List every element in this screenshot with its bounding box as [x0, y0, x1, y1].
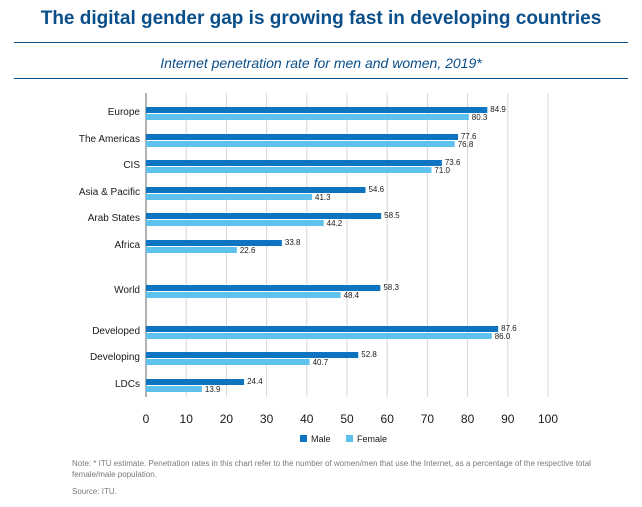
data-label-female: 76.8	[458, 140, 474, 149]
data-label-male: 84.9	[490, 105, 506, 114]
data-label-male: 24.4	[247, 377, 263, 386]
bar-female	[146, 292, 341, 298]
data-label-female: 22.6	[240, 246, 256, 255]
category-label: CIS	[123, 160, 140, 171]
bar-male	[146, 240, 282, 246]
labels: 0 10 20 30 40 50 60 70 80 90 100 Europe 84.980.3 The …	[79, 105, 558, 426]
bar-female	[146, 359, 310, 365]
data-label-male: 58.5	[384, 211, 400, 220]
bar-male	[146, 160, 442, 166]
data-label-female: 48.4	[344, 291, 360, 300]
bar-male	[146, 326, 499, 332]
bar-female	[146, 333, 492, 339]
data-label-male: 33.8	[285, 238, 301, 247]
bar-male	[146, 187, 366, 193]
x-tick-label: 100	[538, 412, 558, 426]
bar-male	[146, 379, 245, 385]
data-label-male: 58.3	[383, 283, 399, 292]
legend-label-female: Female	[357, 434, 387, 444]
chart-source: Source: ITU.	[72, 487, 117, 496]
x-tick-label: 40	[300, 412, 314, 426]
category-label: Arab States	[88, 213, 140, 224]
data-label-female: 40.7	[313, 358, 329, 367]
chart-title: The digital gender gap is growing fast i…	[40, 8, 602, 29]
category-label: World	[114, 285, 140, 296]
bar-male	[146, 134, 458, 140]
data-label-male: 73.6	[445, 158, 461, 167]
chart-note: Note: * ITU estimate. Penetration rates …	[72, 459, 591, 479]
category-label: The Americas	[79, 134, 140, 145]
data-label-female: 71.0	[434, 166, 450, 175]
category-label: Asia & Pacific	[79, 187, 140, 198]
legend-swatch-female	[346, 435, 353, 442]
title-divider	[14, 42, 628, 43]
category-label: Europe	[108, 107, 141, 118]
data-label-female: 86.0	[495, 332, 511, 341]
legend: Male Female	[300, 434, 387, 444]
category-label: Developed	[92, 326, 140, 337]
bar-female	[146, 167, 432, 173]
bar-male	[146, 352, 359, 358]
data-label-female: 44.2	[327, 219, 343, 228]
x-tick-label: 10	[180, 412, 194, 426]
bar-male	[146, 285, 381, 291]
data-label-male: 54.6	[368, 185, 384, 194]
bar-female	[146, 141, 455, 147]
x-tick-label: 90	[501, 412, 515, 426]
bars	[146, 107, 499, 392]
bar-female	[146, 194, 313, 200]
bar-female	[146, 247, 237, 253]
data-label-female: 13.9	[205, 385, 221, 394]
subtitle-divider	[14, 78, 628, 79]
x-tick-label: 50	[340, 412, 354, 426]
bar-male	[146, 213, 382, 219]
x-tick-label: 20	[220, 412, 234, 426]
category-label: Africa	[114, 240, 140, 251]
data-label-female: 41.3	[315, 193, 331, 202]
bar-female	[146, 386, 202, 392]
x-tick-label: 0	[143, 412, 150, 426]
data-label-male: 77.6	[461, 132, 477, 141]
bar-male	[146, 107, 488, 113]
bar-female	[146, 114, 469, 120]
category-label: Developing	[90, 352, 140, 363]
data-label-male: 87.6	[501, 324, 517, 333]
x-tick-label: 30	[260, 412, 274, 426]
x-tick-label: 60	[381, 412, 395, 426]
bar-female	[146, 220, 324, 226]
data-label-female: 80.3	[472, 113, 488, 122]
category-label: LDCs	[115, 379, 140, 390]
x-tick-label: 80	[461, 412, 475, 426]
chart-subtitle: Internet penetration rate for men and wo…	[160, 55, 482, 71]
x-tick-label: 70	[421, 412, 435, 426]
data-label-male: 52.8	[361, 350, 377, 359]
legend-swatch-male	[300, 435, 307, 442]
legend-label-male: Male	[311, 434, 331, 444]
